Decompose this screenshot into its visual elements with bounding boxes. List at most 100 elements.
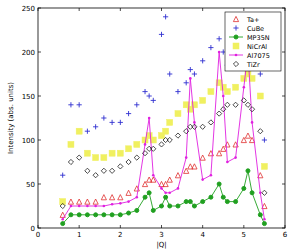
y-tick xyxy=(282,184,285,185)
chart: 0123456050100150200250|Q|Intensity (abs.… xyxy=(0,0,298,250)
legend-marker xyxy=(233,25,238,30)
point xyxy=(102,213,106,217)
point xyxy=(208,120,213,125)
x-tick-label: 5 xyxy=(242,231,246,239)
x-tick xyxy=(285,225,286,228)
point xyxy=(151,98,156,103)
point xyxy=(200,124,205,129)
x-tick-label: 0 xyxy=(36,231,40,239)
point xyxy=(201,178,204,181)
point xyxy=(249,107,254,112)
point xyxy=(261,163,267,169)
legend: Ta+CuBeMP35NNiCrAlAl7075TiZr xyxy=(225,12,281,71)
point xyxy=(224,89,230,95)
point xyxy=(234,156,237,159)
x-tick xyxy=(38,8,39,11)
legend-marker xyxy=(233,61,238,66)
point xyxy=(68,102,73,107)
x-tick xyxy=(161,8,162,11)
point xyxy=(167,137,172,142)
point xyxy=(192,124,197,129)
point xyxy=(85,199,90,204)
point xyxy=(217,182,221,186)
point xyxy=(110,195,115,200)
point xyxy=(127,200,130,203)
point xyxy=(101,195,106,200)
point xyxy=(68,159,73,164)
point xyxy=(258,129,263,134)
point xyxy=(85,129,90,134)
point xyxy=(147,93,152,98)
point xyxy=(111,203,114,206)
point xyxy=(167,71,172,76)
y-tick-label: 250 xyxy=(22,5,35,13)
y-tick-label: 50 xyxy=(26,181,35,189)
point xyxy=(164,192,167,195)
point xyxy=(110,168,115,173)
point xyxy=(168,192,171,195)
legend-label: CuBe xyxy=(247,25,264,33)
series-line xyxy=(63,52,265,219)
point xyxy=(200,155,205,160)
legend-box xyxy=(225,12,281,71)
point xyxy=(85,168,90,173)
legend-marker xyxy=(235,54,238,57)
point xyxy=(152,174,155,177)
y-tick-label: 0 xyxy=(31,225,35,233)
legend-label: Al7075 xyxy=(247,52,270,60)
plot-frame xyxy=(38,8,285,228)
legend-label: MP35N xyxy=(247,34,270,42)
x-tick xyxy=(285,8,286,11)
point xyxy=(136,196,139,199)
point xyxy=(86,205,89,208)
point xyxy=(94,205,97,208)
point xyxy=(148,117,151,120)
point xyxy=(177,187,180,190)
point xyxy=(233,102,238,107)
point xyxy=(176,204,180,208)
y-tick xyxy=(38,228,41,229)
point xyxy=(225,142,230,147)
point xyxy=(209,195,213,199)
point xyxy=(134,141,140,147)
point xyxy=(101,115,106,120)
legend-marker xyxy=(233,43,239,49)
point xyxy=(200,97,206,103)
point xyxy=(221,107,226,112)
point xyxy=(77,155,82,160)
point xyxy=(257,93,263,99)
point xyxy=(188,200,192,204)
legend-marker xyxy=(233,16,238,21)
point xyxy=(193,121,196,124)
point xyxy=(164,195,168,199)
point xyxy=(184,129,189,134)
legend-line xyxy=(229,55,243,56)
point xyxy=(188,67,193,72)
point xyxy=(110,213,114,217)
point xyxy=(85,213,89,217)
x-tick xyxy=(243,8,244,11)
point xyxy=(234,200,238,204)
x-tick xyxy=(161,225,162,228)
point xyxy=(142,89,147,94)
point xyxy=(192,71,197,76)
point xyxy=(250,191,254,195)
point xyxy=(134,155,139,160)
point xyxy=(159,32,164,37)
point xyxy=(208,45,213,50)
y-tick xyxy=(38,184,41,185)
y-tick xyxy=(282,52,285,53)
point xyxy=(101,155,107,161)
y-tick xyxy=(282,96,285,97)
point xyxy=(258,71,263,76)
x-tick-label: 2 xyxy=(118,231,122,239)
x-tick xyxy=(38,225,39,228)
point xyxy=(143,195,147,199)
point xyxy=(78,205,81,208)
point xyxy=(135,208,139,212)
x-tick xyxy=(120,8,121,11)
point xyxy=(118,213,122,217)
point xyxy=(163,128,169,134)
point xyxy=(134,102,139,107)
point xyxy=(208,89,214,95)
